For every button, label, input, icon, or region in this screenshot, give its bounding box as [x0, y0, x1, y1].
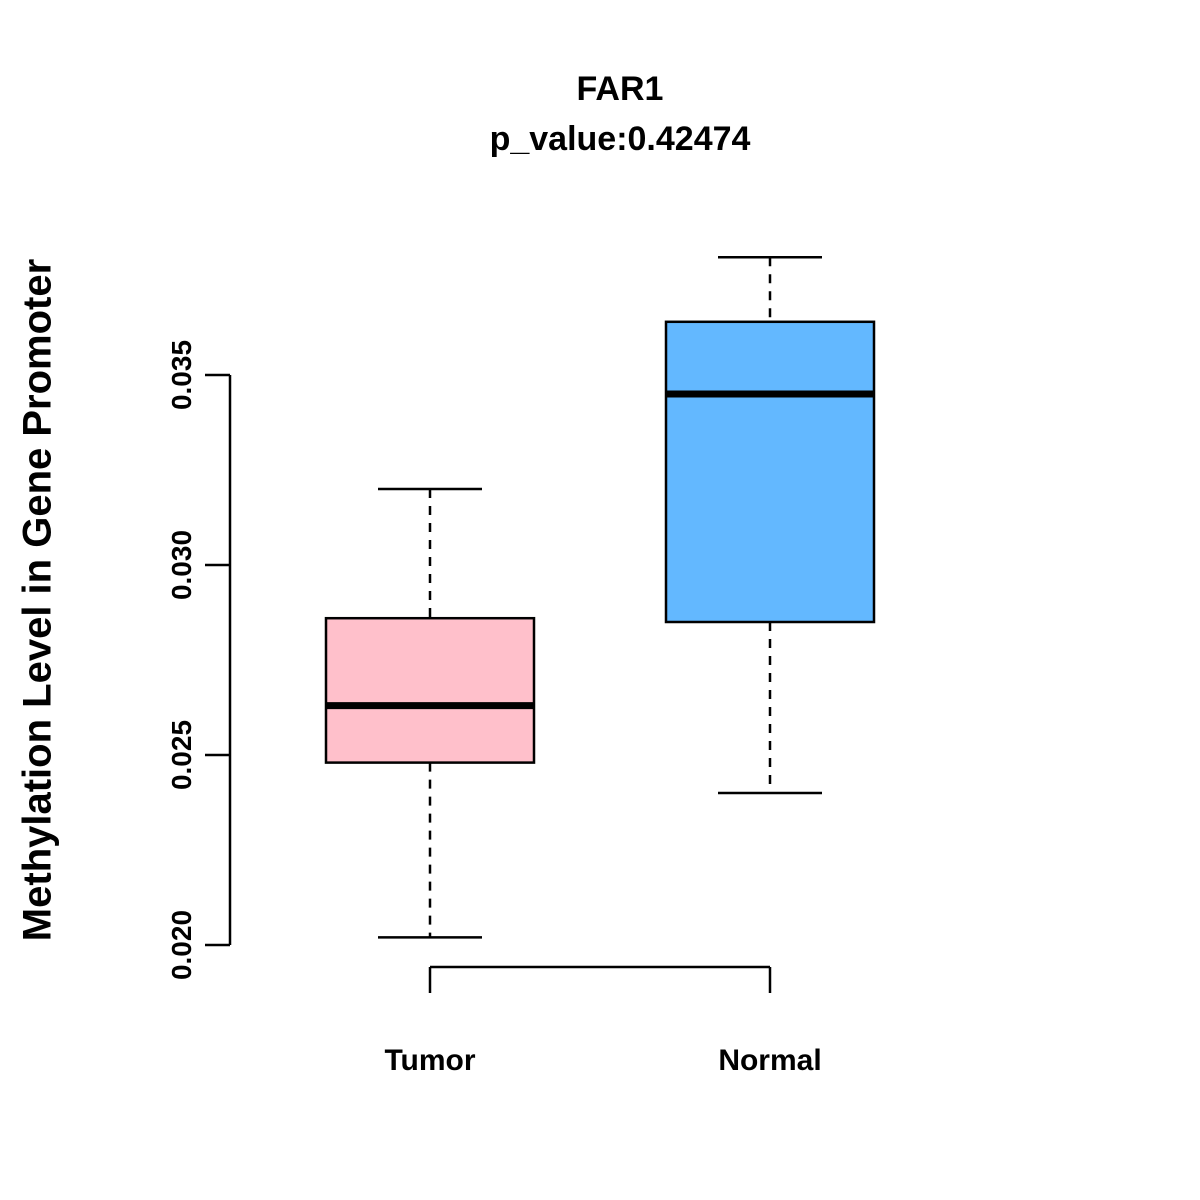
- category-label: Tumor: [384, 1044, 475, 1077]
- category-label: Normal: [718, 1044, 821, 1077]
- iqr-box: [324, 616, 536, 764]
- y-tick-label: 0.035: [166, 340, 197, 410]
- y-tick-label: 0.030: [166, 530, 197, 600]
- iqr-box: [664, 320, 876, 624]
- box-normal: [664, 255, 876, 795]
- box-tumor: [324, 487, 536, 939]
- chart-title: FAR1: [576, 70, 664, 108]
- y-tick-label: 0.025: [166, 720, 197, 790]
- chart-subtitle: p_value:0.42474: [489, 120, 751, 158]
- y-tick-label: 0.020: [166, 910, 197, 980]
